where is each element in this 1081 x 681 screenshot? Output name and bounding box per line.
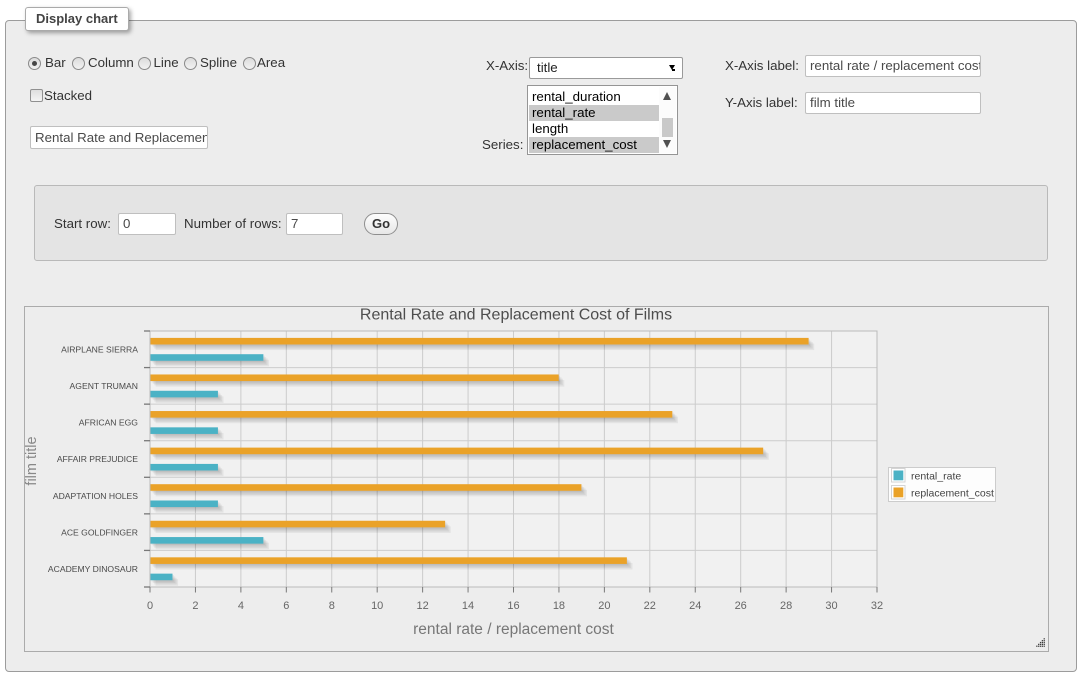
svg-text:8: 8: [329, 600, 335, 612]
svg-text:AFFAIR PREJUDICE: AFFAIR PREJUDICE: [57, 454, 138, 464]
svg-text:16: 16: [507, 600, 519, 612]
svg-text:10: 10: [371, 600, 383, 612]
svg-text:4: 4: [238, 600, 244, 612]
svg-text:14: 14: [462, 600, 474, 612]
svg-text:22: 22: [644, 600, 656, 612]
svg-text:replacement_cost: replacement_cost: [911, 488, 994, 500]
svg-text:2: 2: [192, 600, 198, 612]
svg-text:6: 6: [283, 600, 289, 612]
svg-text:26: 26: [735, 600, 747, 612]
svg-text:AGENT TRUMAN: AGENT TRUMAN: [70, 381, 138, 391]
svg-text:20: 20: [598, 600, 610, 612]
svg-text:12: 12: [416, 600, 428, 612]
svg-text:ACE GOLDFINGER: ACE GOLDFINGER: [61, 527, 138, 537]
svg-text:AIRPLANE SIERRA: AIRPLANE SIERRA: [61, 344, 138, 354]
svg-text:18: 18: [553, 600, 565, 612]
svg-text:0: 0: [147, 600, 153, 612]
svg-text:32: 32: [871, 600, 883, 612]
svg-text:Rental Rate and Replacement Co: Rental Rate and Replacement Cost of Film…: [360, 307, 672, 324]
svg-text:ADAPTATION HOLES: ADAPTATION HOLES: [53, 491, 138, 501]
svg-text:30: 30: [825, 600, 837, 612]
svg-text:28: 28: [780, 600, 792, 612]
svg-text:rental_rate: rental_rate: [911, 471, 961, 483]
svg-text:rental rate / replacement cost: rental rate / replacement cost: [413, 621, 614, 638]
svg-text:ACADEMY DINOSAUR: ACADEMY DINOSAUR: [48, 564, 138, 574]
svg-text:film title: film title: [25, 436, 40, 485]
svg-text:AFRICAN EGG: AFRICAN EGG: [79, 418, 139, 428]
svg-text:24: 24: [689, 600, 701, 612]
